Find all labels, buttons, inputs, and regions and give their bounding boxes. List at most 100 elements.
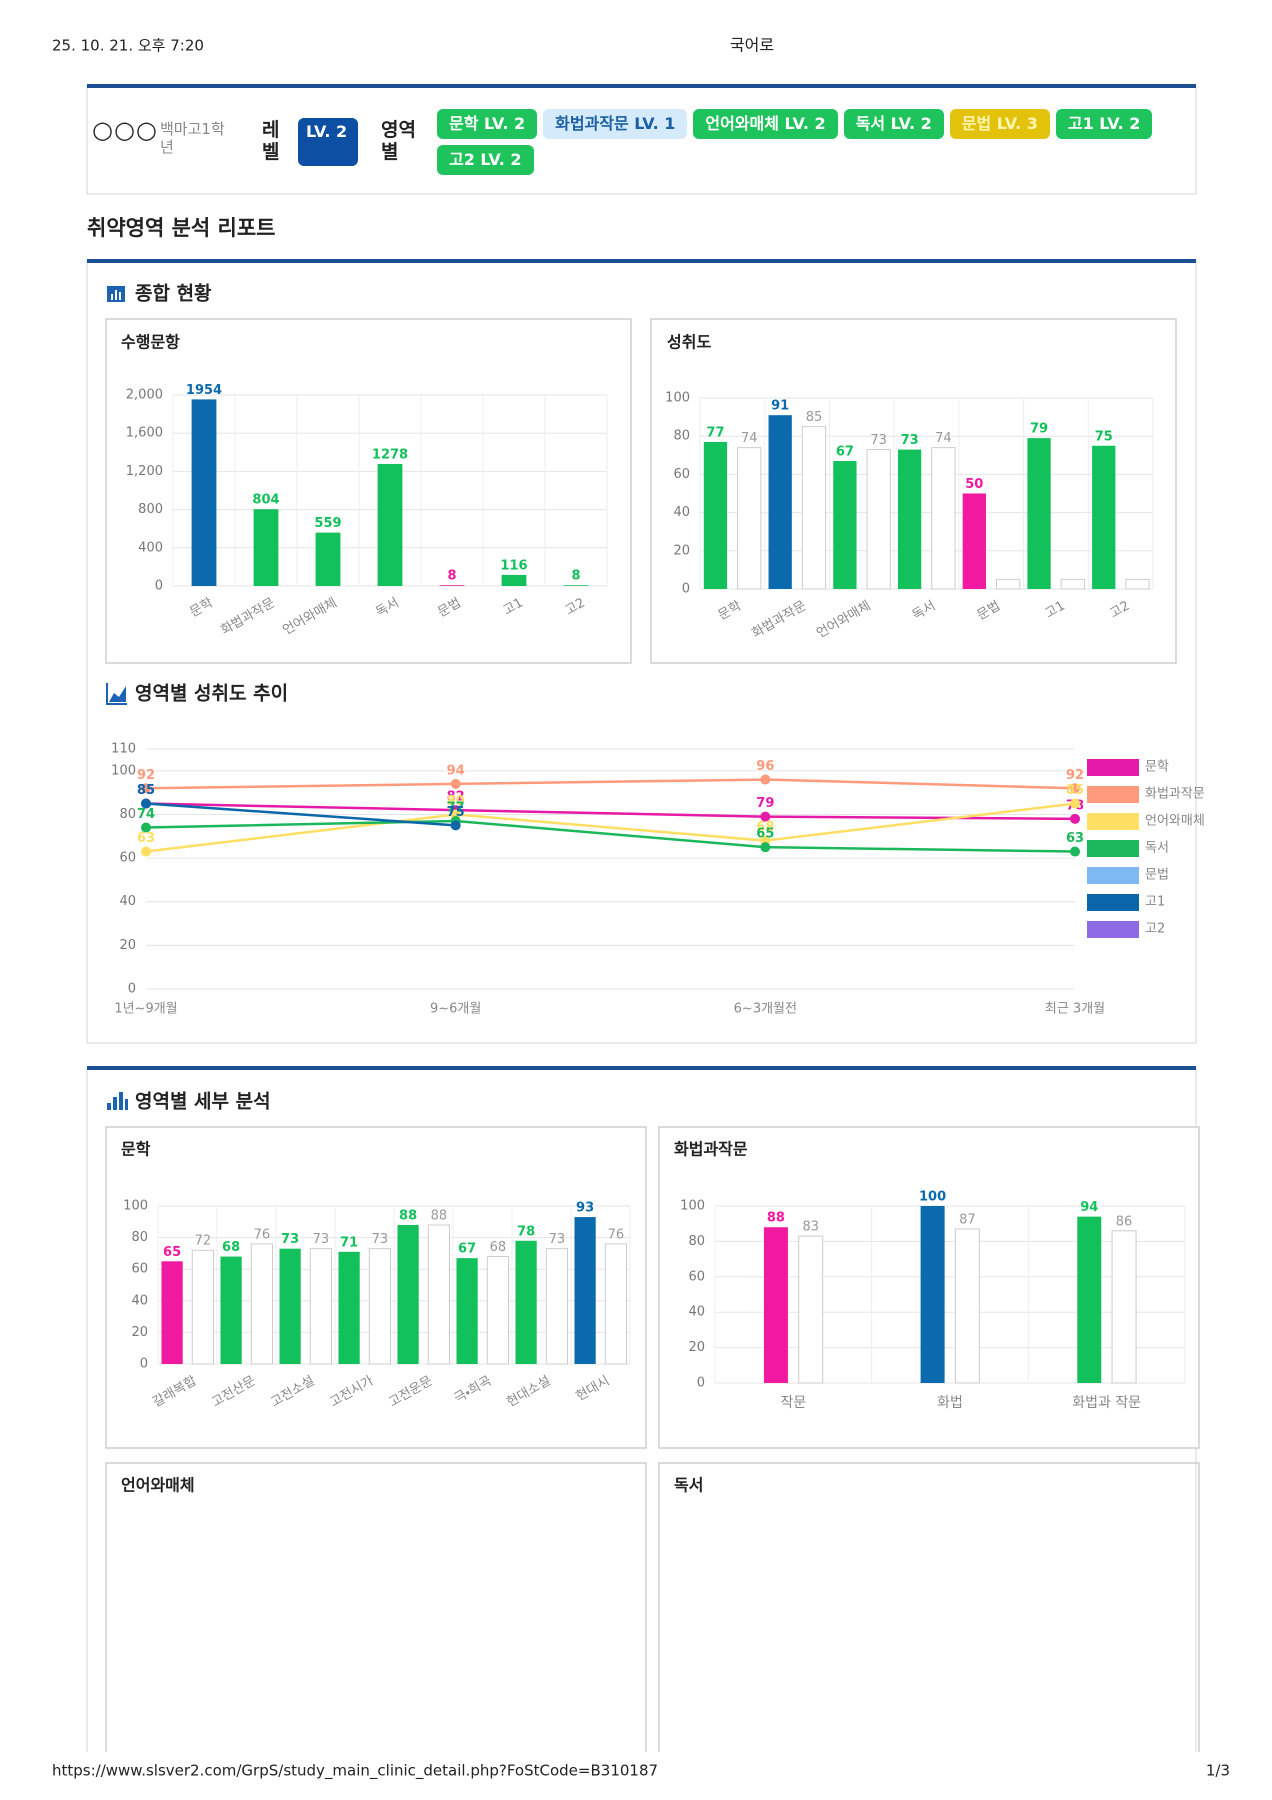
value-label: 96 <box>756 759 774 774</box>
bar <box>995 578 1021 590</box>
bar <box>574 1217 596 1364</box>
value-label: 63 <box>137 831 155 846</box>
value-label: 77 <box>447 801 465 816</box>
value-label: 86 <box>1116 1214 1133 1229</box>
panel-title: 독서 <box>674 1476 703 1495</box>
bar <box>737 447 762 590</box>
value-label: 85 <box>1066 783 1084 798</box>
legend-label: 문학 <box>1145 760 1169 775</box>
point <box>141 783 151 794</box>
level-box <box>298 118 358 166</box>
legend-swatch <box>1087 921 1139 938</box>
value-label: 87 <box>959 1213 976 1228</box>
value-label: 93 <box>576 1201 594 1216</box>
level-badge: 언어와매체 LV. 2 <box>693 109 838 139</box>
bar <box>309 1248 333 1365</box>
value-label: 85 <box>806 410 823 425</box>
level-badge: 고1 LV. 2 <box>1055 109 1153 139</box>
section-border <box>87 259 1196 263</box>
value-label: 88 <box>399 1208 417 1223</box>
bar <box>604 1243 628 1365</box>
value-label: 92 <box>1066 768 1084 783</box>
value-label: 80 <box>447 794 465 809</box>
value-label: 91 <box>771 399 789 414</box>
point <box>1070 813 1080 824</box>
value-label: 77 <box>706 425 724 440</box>
bar <box>191 1249 215 1365</box>
value-label: 85 <box>137 783 155 798</box>
value-label: 100 <box>919 1190 946 1205</box>
bar <box>798 1235 824 1384</box>
bar <box>1060 578 1085 590</box>
y-tick-label: 60 <box>673 467 690 482</box>
value-label: 75 <box>447 805 465 820</box>
value-label: 74 <box>137 807 155 822</box>
value-label: 73 <box>372 1232 389 1247</box>
value-label: 559 <box>314 516 341 531</box>
y-tick-label: 0 <box>140 1357 148 1372</box>
bar <box>920 1206 945 1383</box>
bar <box>931 447 956 590</box>
value-label: 92 <box>137 768 155 783</box>
series-line <box>145 819 1076 853</box>
value-label: 68 <box>222 1240 240 1255</box>
bar <box>1092 445 1116 589</box>
y-tick-label: 20 <box>131 1325 148 1340</box>
value-label: 67 <box>458 1242 476 1257</box>
bar <box>954 1228 980 1384</box>
point <box>450 778 461 789</box>
level-label: 레벨 <box>262 119 280 163</box>
value-label: 83 <box>802 1220 819 1235</box>
bar <box>253 509 279 586</box>
value-label: 67 <box>836 445 854 460</box>
level-badge: 독서 LV. 2 <box>843 109 944 139</box>
bar <box>250 1243 274 1365</box>
value-label: 76 <box>608 1227 625 1242</box>
value-label: 8 <box>447 569 456 584</box>
y-tick-label: 1,600 <box>126 426 163 441</box>
legend-swatch <box>1087 786 1139 803</box>
y-tick-label: 60 <box>688 1269 705 1284</box>
y-tick-label: 60 <box>131 1262 148 1277</box>
bar <box>703 441 728 589</box>
legend-label: 독서 <box>1145 841 1169 856</box>
panel-title: 문학 <box>121 1140 151 1159</box>
y-tick-label: 400 <box>138 540 163 555</box>
bar <box>191 399 217 586</box>
bar <box>801 426 827 590</box>
bar <box>897 449 922 589</box>
legend-label: 문법 <box>1145 868 1169 883</box>
bar <box>161 1261 183 1364</box>
y-tick-label: 60 <box>119 851 136 866</box>
y-tick-label: 20 <box>688 1340 705 1355</box>
y-tick-label: 80 <box>131 1230 148 1245</box>
x-tick-label: 6~3개월전 <box>734 1002 797 1017</box>
level-value: LV. 2 <box>306 122 348 141</box>
bar <box>962 493 986 589</box>
area-label: 영역별 <box>381 119 416 163</box>
y-tick-label: 0 <box>682 582 690 597</box>
y-tick-label: 80 <box>688 1234 705 1249</box>
bar <box>501 574 527 586</box>
bar <box>1077 1216 1102 1383</box>
value-label: 94 <box>447 763 465 778</box>
level-badge: 화법과작문 LV. 1 <box>543 109 688 139</box>
value-label: 74 <box>741 431 758 446</box>
y-tick-label: 2,000 <box>126 388 163 403</box>
print-page-number: 1/3 <box>1206 1762 1230 1780</box>
student-box <box>86 85 1197 195</box>
bar <box>486 1256 510 1365</box>
legend-label: 고2 <box>1145 922 1165 937</box>
value-label: 72 <box>195 1234 212 1249</box>
value-label: 74 <box>935 431 952 446</box>
value-label: 68 <box>490 1240 507 1255</box>
level-badge: 문법 LV. 3 <box>949 109 1050 139</box>
y-tick-label: 0 <box>128 982 136 997</box>
print-url: https://www.slsver2.com/GrpS/study_main_… <box>52 1762 658 1781</box>
x-tick-label: 1년~9개월 <box>114 1002 177 1017</box>
bar <box>220 1256 242 1364</box>
y-tick-label: 40 <box>688 1305 705 1320</box>
level-badge: 문학 LV. 2 <box>437 109 538 139</box>
x-tick-label: 최근 3개월 <box>1045 1002 1105 1017</box>
